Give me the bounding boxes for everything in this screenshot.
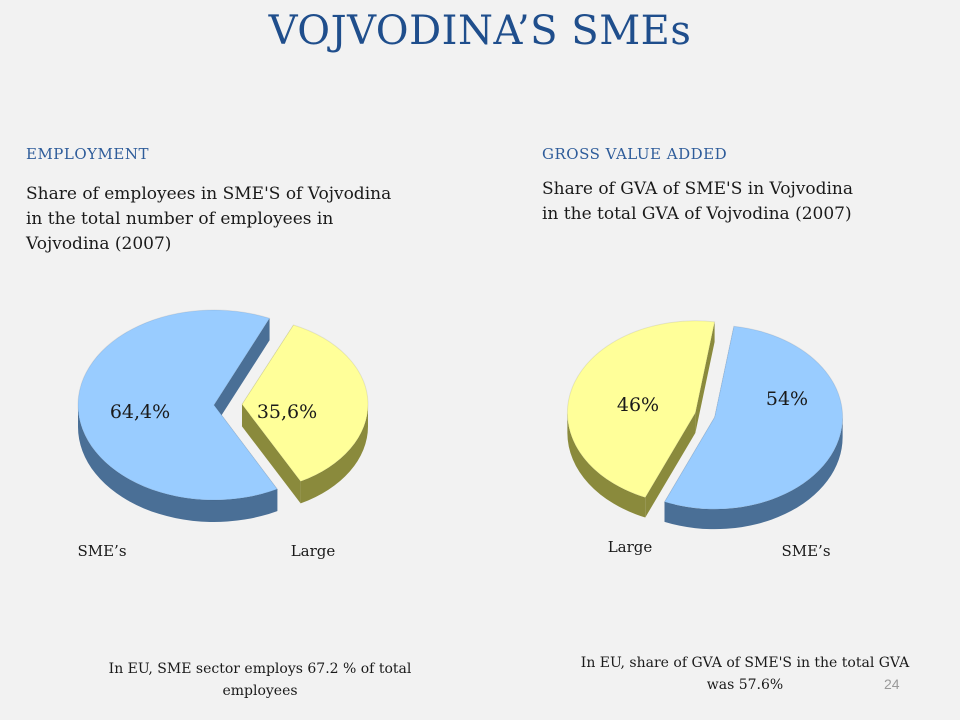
pie2-slice-large-side (567, 412, 646, 518)
page-number: 24 (884, 676, 900, 692)
pie2-slice-sme-top (663, 325, 844, 510)
pie2-value-label-large: 46% (617, 394, 659, 416)
pie2-slice-sme-side (664, 417, 843, 530)
gva-description-line: in the total GVA of Vojvodina (2007) (542, 204, 852, 224)
gva-eu-note: In EU, share of GVA of SME'S in the tota… (535, 652, 955, 696)
slide-title: VOJVODINA’S SMEs (268, 8, 692, 54)
pie1-slice-sme-side (78, 405, 278, 522)
pie1-category-label-large: Large (291, 542, 336, 560)
pie1-value-label-large: 35,6% (257, 401, 317, 423)
pie2-value-label-sme: 54% (766, 388, 808, 410)
gva-description: Share of GVA of SME'S in Vojvodina in th… (542, 177, 853, 227)
employment-eu-note-line: In EU, SME sector employs 67.2 % of tota… (108, 661, 412, 677)
employment-description-line: in the total number of employees in (26, 209, 334, 229)
pie1-slice-sme-top (77, 309, 279, 501)
employment-heading: EMPLOYMENT (26, 145, 150, 163)
pie1-slice-sme-wall (214, 318, 270, 427)
employment-eu-note: In EU, SME sector employs 67.2 % of tota… (60, 658, 460, 702)
gva-description-line: Share of GVA of SME'S in Vojvodina (542, 179, 854, 199)
gva-eu-note-line: In EU, share of GVA of SME'S in the tota… (580, 655, 910, 671)
pie1-slice-large-wall (241, 404, 301, 504)
employment-description: Share of employees in SME'S of Vojvodina… (26, 182, 391, 257)
pie1-category-label-sme: SME’s (77, 542, 126, 560)
pie2-slice-large-wall (645, 412, 696, 518)
pie2-slice-large-top (566, 320, 716, 499)
employment-description-line: Vojvodina (2007) (26, 234, 172, 254)
pie1-value-label-sme: 64,4% (110, 401, 170, 423)
pie2-category-label-large: Large (608, 538, 653, 556)
gva-heading: GROSS VALUE ADDED (542, 145, 728, 163)
pie2-category-label-sme: SME’s (781, 542, 830, 560)
employment-eu-note-line: employees (222, 683, 298, 699)
gva-eu-note-line: was 57.6% (706, 677, 784, 693)
pie2-slice-large-wall (695, 321, 715, 433)
pie1-slice-large-side (300, 404, 368, 504)
employment-description-line: Share of employees in SME'S of Vojvodina (26, 184, 392, 204)
pie1-slice-large-top (241, 324, 369, 482)
